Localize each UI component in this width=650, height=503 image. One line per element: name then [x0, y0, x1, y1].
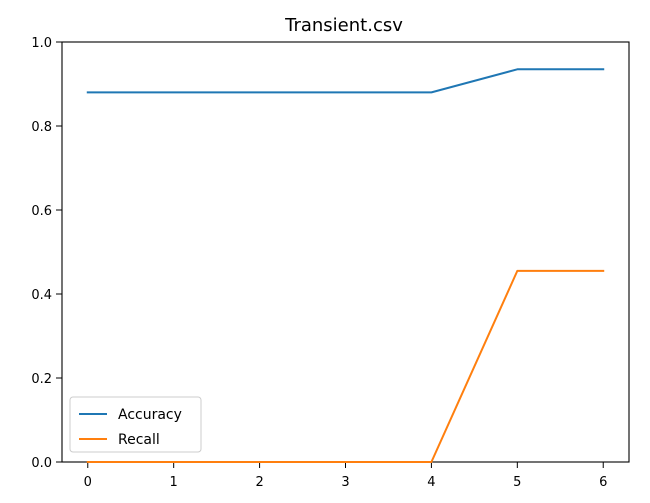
x-tick-label: 2: [255, 475, 263, 490]
y-tick-label: 0.4: [31, 288, 52, 303]
legend-label-accuracy: Accuracy: [118, 407, 182, 423]
x-tick-label: 4: [427, 475, 435, 490]
y-tick-label: 0.2: [31, 372, 52, 387]
chart-title: Transient.csv: [284, 15, 403, 36]
legend: Accuracy Recall: [70, 397, 201, 452]
x-tick-label: 6: [599, 475, 607, 490]
x-axis: 0 1 2 3 4 5 6: [84, 462, 608, 490]
x-tick-label: 3: [341, 475, 349, 490]
x-tick-label: 0: [84, 475, 92, 490]
x-tick-label: 1: [170, 475, 178, 490]
y-axis: 0.0 0.2 0.4 0.6 0.8 1.0: [31, 36, 62, 471]
y-tick-label: 0.6: [31, 204, 52, 219]
y-tick-label: 0.8: [31, 120, 52, 135]
legend-label-recall: Recall: [118, 432, 160, 448]
y-tick-label: 1.0: [31, 36, 52, 51]
y-tick-label: 0.0: [31, 456, 52, 471]
x-tick-label: 5: [513, 475, 521, 490]
series-line-accuracy: [88, 69, 603, 92]
